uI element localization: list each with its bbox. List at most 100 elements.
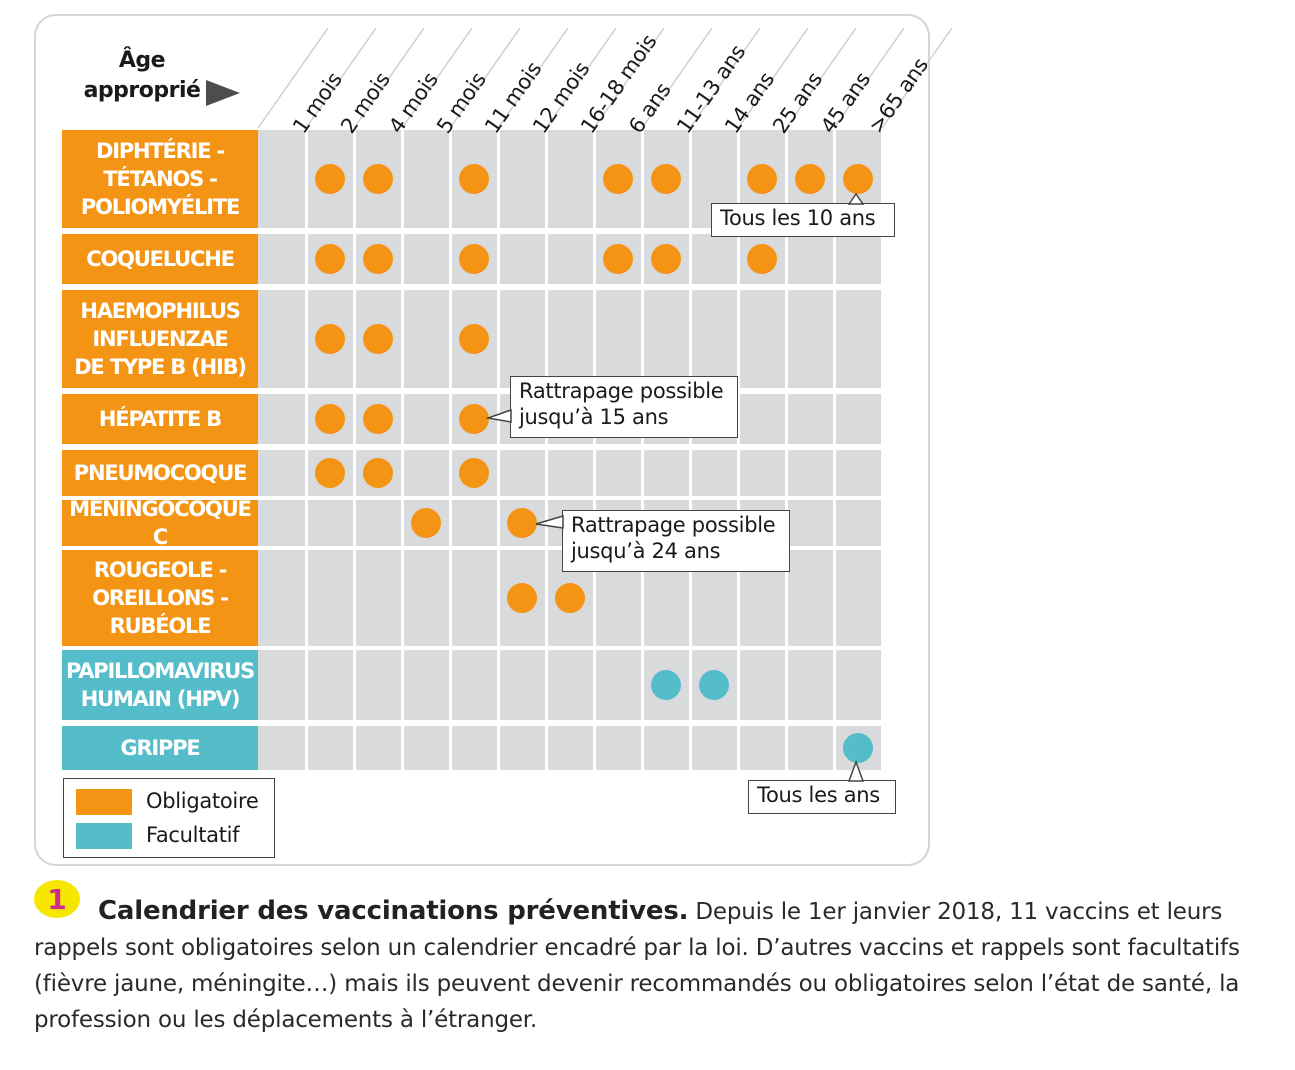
grid-cell (835, 650, 881, 720)
dose-dot (315, 458, 345, 488)
grid-cell (547, 650, 593, 720)
row-label-line: GRIPPE (120, 736, 200, 760)
grid-cell (499, 450, 545, 496)
grid-cell (739, 394, 785, 444)
row-label-line: TÉTANOS - (103, 167, 218, 191)
callout-note: Rattrapage possible jusqu’à 24 ans (562, 510, 790, 572)
row-label-line: MÉNINGOCOQUE C (69, 497, 252, 549)
dose-dot (507, 508, 537, 538)
row-label: HAEMOPHILUS INFLUENZAE DE TYPE B (HIB) (62, 290, 258, 388)
callout-note: Tous les ans (748, 780, 896, 814)
row-label-line: RUBÉOLE (109, 614, 212, 638)
row-label: ROUGEOLE - OREILLONS - RUBÉOLE (62, 550, 258, 646)
grid-cell (307, 500, 353, 546)
grid-cell (739, 650, 785, 720)
age-axis-label: Âge approprié (74, 46, 210, 106)
row-label-line: PNEUMOCOQUE (73, 461, 248, 485)
legend: Obligatoire Facultatif (63, 778, 275, 858)
dose-dot (363, 458, 393, 488)
dose-dot (411, 508, 441, 538)
row-label: HÉPATITE B (62, 394, 258, 444)
grid-cell (451, 500, 497, 546)
grid-cell (499, 650, 545, 720)
arrow-right-icon (206, 80, 240, 106)
dose-dot (363, 324, 393, 354)
grid-cell (787, 500, 833, 546)
row-label-line: PAPILLOMAVIRUS (65, 659, 255, 683)
grid-cell (258, 550, 305, 646)
dose-dot (459, 324, 489, 354)
grid-cell (547, 130, 593, 228)
grid-cell (787, 550, 833, 646)
grid-cell (835, 290, 881, 388)
grid-cell (258, 394, 305, 444)
figure-caption: Calendrier des vaccinations préventives.… (34, 893, 1284, 1038)
grid-cell (595, 450, 641, 496)
grid-cell (547, 290, 593, 388)
column-separator (737, 27, 809, 129)
dose-dot (315, 164, 345, 194)
grid-cell (499, 726, 545, 770)
grid-cell (355, 650, 401, 720)
row-label: GRIPPE (62, 726, 258, 770)
column-separator (449, 27, 521, 129)
dose-dot (603, 244, 633, 274)
dose-dot (315, 244, 345, 274)
caption-title: Calendrier des vaccinations préventives. (98, 896, 689, 926)
grid-cell (307, 726, 353, 770)
dose-dot (699, 670, 729, 700)
column-separator (641, 27, 713, 129)
dose-dot (363, 164, 393, 194)
grid-cell (835, 550, 881, 646)
legend-label-obligatoire: Obligatoire (146, 789, 259, 813)
grid-cell (355, 550, 401, 646)
callout-text: Tous les 10 ans (720, 206, 876, 230)
dose-dot (459, 404, 489, 434)
grid-cell (451, 550, 497, 646)
row-label-line: DIPHTÉRIE - (95, 139, 225, 163)
grid-cell (403, 290, 449, 388)
grid-cell (787, 726, 833, 770)
row-label-line: ROUGEOLE - (93, 558, 227, 582)
column-separator (785, 27, 857, 129)
dose-dot (747, 164, 777, 194)
dose-dot (651, 244, 681, 274)
grid-cell (739, 726, 785, 770)
dose-dot (795, 164, 825, 194)
row-label: PNEUMOCOQUE (62, 450, 258, 496)
grid-cell (403, 450, 449, 496)
grid-cell (691, 726, 737, 770)
grid-cell (835, 450, 881, 496)
dose-dot (315, 404, 345, 434)
grid-cell (643, 726, 689, 770)
column-separator (593, 27, 665, 129)
dose-dot (459, 244, 489, 274)
legend-swatch-obligatoire (76, 789, 132, 815)
dose-dot (603, 164, 633, 194)
grid-cell (691, 234, 737, 284)
grid-cell (258, 290, 305, 388)
column-separator (689, 27, 761, 129)
grid-cell (643, 450, 689, 496)
grid-cell (691, 290, 737, 388)
grid-cell (835, 234, 881, 284)
column-separator (305, 27, 377, 129)
grid-cell (451, 726, 497, 770)
legend-swatch-facultatif (76, 823, 132, 849)
grid-cell (258, 650, 305, 720)
grid-cell (547, 450, 593, 496)
row-label-line: HAEMOPHILUS (80, 299, 241, 323)
grid-cell (643, 290, 689, 388)
grid-cell (258, 130, 305, 228)
grid-cell (403, 130, 449, 228)
dose-dot (315, 324, 345, 354)
grid-cell (787, 234, 833, 284)
grid-cell (595, 290, 641, 388)
row-label: PAPILLOMAVIRUS HUMAIN (HPV) (62, 650, 258, 720)
row-label-line: COQUELUCHE (86, 247, 235, 271)
row-label: DIPHTÉRIE - TÉTANOS - POLIOMYÉLITE (62, 130, 258, 228)
grid-cell (307, 550, 353, 646)
grid-cell (499, 234, 545, 284)
column-separator (497, 27, 569, 129)
dose-dot (651, 670, 681, 700)
